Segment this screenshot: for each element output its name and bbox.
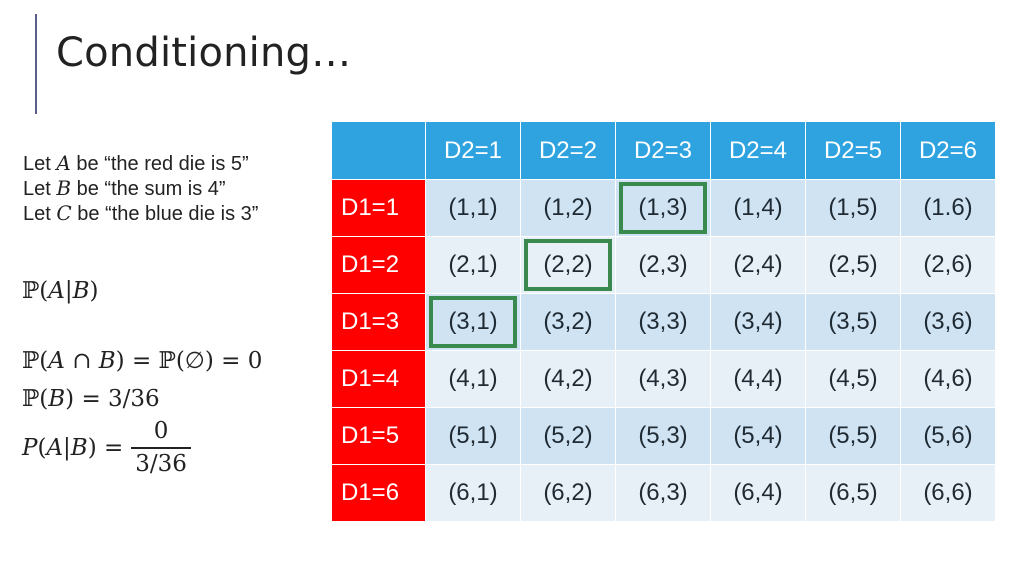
row-header: D1=2 [332,237,425,293]
col-header: D2=1 [426,122,520,179]
result-numerator: 0 [153,418,169,444]
table-cell: (3,3) [616,294,710,350]
table-cell: (6,4) [711,465,805,521]
table-cell: (5,1) [426,408,520,464]
result-denominator: 3/36 [131,447,191,477]
table-cell: (2,5) [806,237,900,293]
table-cell: (4,6) [901,351,995,407]
table-cell: (2,1) [426,237,520,293]
event-definitions: Let A be “the red die is 5” Let B be “th… [23,151,258,226]
result-lhs: 𝑃(𝐴|𝐵) = [22,434,124,461]
dice-outcome-table: D2=1 D2=2 D2=3 D2=4 D2=5 D2=6 D1=1 (1,1)… [332,122,995,521]
table-cell: (6,1) [426,465,520,521]
definition-a: Let A be “the red die is 5” [23,151,249,175]
row-header: D1=4 [332,351,425,407]
table-cell: (4,1) [426,351,520,407]
col-header: D2=6 [901,122,995,179]
table-cell: (3,4) [711,294,805,350]
highlighted-cell: (1,3) [616,180,710,236]
conditional-probability-expr: ℙ(𝐴|𝐵) [22,278,99,304]
table-corner [332,122,425,179]
table-cell: (6,5) [806,465,900,521]
prob-b-equation: ℙ(𝐵) = 3/36 [22,386,160,412]
table-cell: (5,3) [616,408,710,464]
table-cell: (6,3) [616,465,710,521]
table-cell: (1,2) [521,180,615,236]
row-header: D1=3 [332,294,425,350]
table-cell: (4,4) [711,351,805,407]
table-cell: (2,4) [711,237,805,293]
title-accent-bar [35,14,37,114]
result-equation: 𝑃(𝐴|𝐵) = 0 3/36 [22,418,191,477]
col-header: D2=2 [521,122,615,179]
table-cell: (3,6) [901,294,995,350]
table-cell: (2,3) [616,237,710,293]
table-cell: (6,6) [901,465,995,521]
intersection-equation: ℙ(𝐴 ∩ 𝐵) = ℙ(∅) = 0 [22,348,263,374]
table-cell: (1.6) [901,180,995,236]
table-cell: (3,2) [521,294,615,350]
col-header: D2=5 [806,122,900,179]
table-cell: (4,2) [521,351,615,407]
col-header: D2=3 [616,122,710,179]
table-cell: (2,6) [901,237,995,293]
highlighted-cell: (2,2) [521,237,615,293]
table-cell: (1,4) [711,180,805,236]
table-cell: (4,3) [616,351,710,407]
row-header: D1=1 [332,180,425,236]
result-fraction: 0 3/36 [131,418,191,477]
table-cell: (5,4) [711,408,805,464]
table-cell: (3,5) [806,294,900,350]
definition-b: Let B be “the sum is 4” [23,176,226,200]
table-cell: (5,2) [521,408,615,464]
table-cell: (6,2) [521,465,615,521]
table-cell: (1,1) [426,180,520,236]
table-cell: (1,5) [806,180,900,236]
definition-c: Let C be “the blue die is 3” [23,201,259,225]
row-header: D1=6 [332,465,425,521]
table-cell: (4,5) [806,351,900,407]
highlighted-cell: (3,1) [426,294,520,350]
slide-title: Conditioning… [56,30,352,76]
table-cell: (5,6) [901,408,995,464]
table-cell: (5,5) [806,408,900,464]
col-header: D2=4 [711,122,805,179]
row-header: D1=5 [332,408,425,464]
